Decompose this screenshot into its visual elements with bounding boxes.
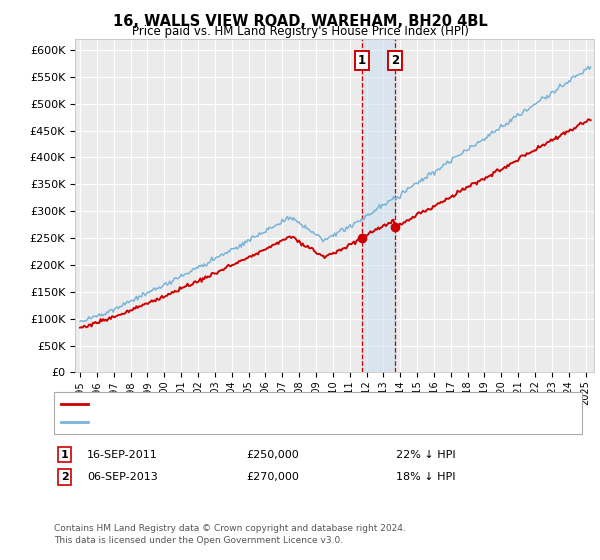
Text: 22% ↓ HPI: 22% ↓ HPI (396, 450, 455, 460)
Text: Price paid vs. HM Land Registry's House Price Index (HPI): Price paid vs. HM Land Registry's House … (131, 25, 469, 38)
Bar (362, 39, 395, 372)
Text: This data is licensed under the Open Government Licence v3.0.: This data is licensed under the Open Gov… (54, 536, 343, 545)
Text: 1: 1 (61, 450, 68, 460)
Text: £270,000: £270,000 (246, 472, 299, 482)
Text: 2: 2 (61, 472, 68, 482)
Text: 1: 1 (358, 54, 365, 67)
Text: Contains HM Land Registry data © Crown copyright and database right 2024.: Contains HM Land Registry data © Crown c… (54, 524, 406, 533)
Text: £250,000: £250,000 (246, 450, 299, 460)
Text: 2: 2 (391, 54, 399, 67)
Text: 16, WALLS VIEW ROAD, WAREHAM, BH20 4BL: 16, WALLS VIEW ROAD, WAREHAM, BH20 4BL (113, 14, 487, 29)
Text: 18% ↓ HPI: 18% ↓ HPI (396, 472, 455, 482)
Text: HPI: Average price, detached house, Dorset: HPI: Average price, detached house, Dors… (95, 417, 323, 427)
Text: 16, WALLS VIEW ROAD, WAREHAM, BH20 4BL (detached house): 16, WALLS VIEW ROAD, WAREHAM, BH20 4BL (… (95, 399, 427, 409)
Text: 06-SEP-2013: 06-SEP-2013 (87, 472, 158, 482)
Text: 16-SEP-2011: 16-SEP-2011 (87, 450, 158, 460)
